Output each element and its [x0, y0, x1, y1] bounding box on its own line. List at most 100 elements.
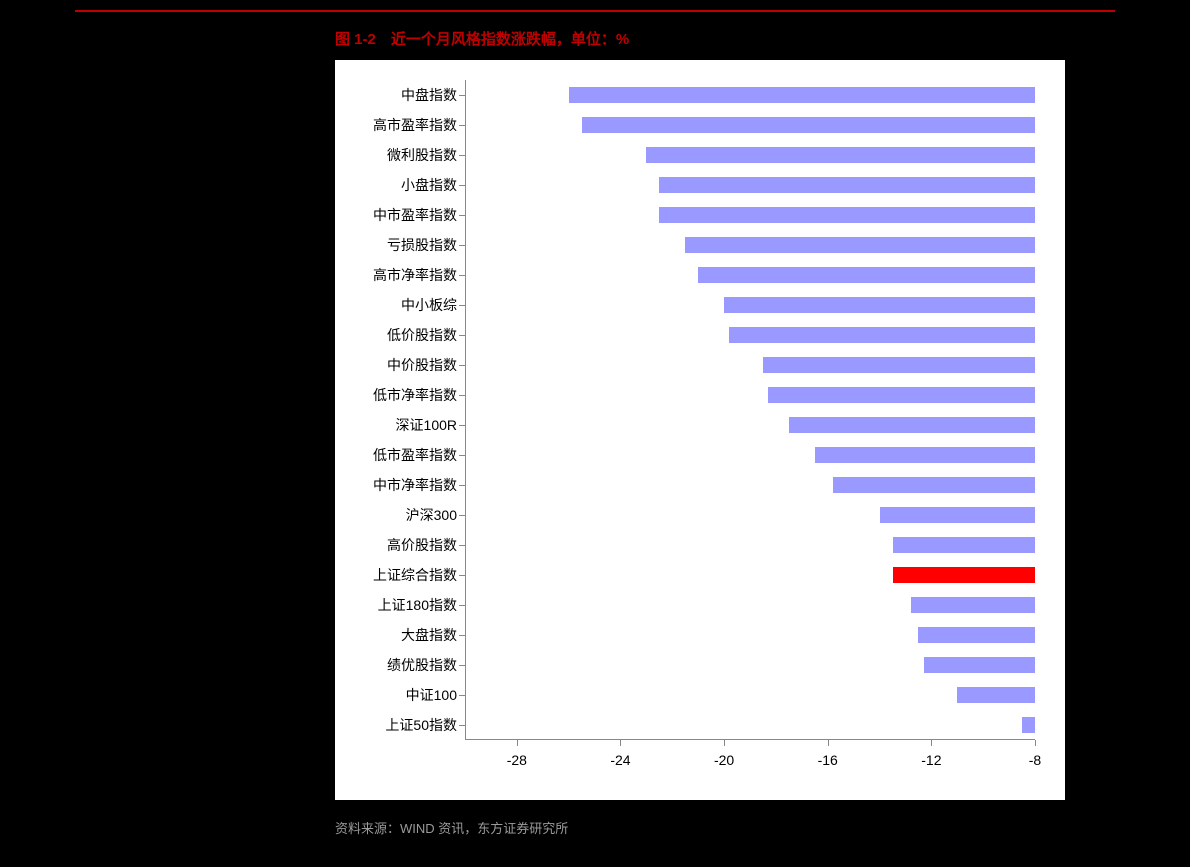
x-tick — [517, 740, 518, 746]
y-tick — [459, 725, 465, 726]
bar-row: 沪深300 — [465, 500, 1035, 530]
x-tick — [724, 740, 725, 746]
y-tick — [459, 605, 465, 606]
x-tick-label: -24 — [610, 752, 630, 768]
bar — [729, 327, 1035, 343]
category-label: 绩优股指数 — [327, 650, 457, 680]
x-tick — [620, 740, 621, 746]
bar — [646, 147, 1035, 163]
bar-row: 中小板综 — [465, 290, 1035, 320]
x-tick-label: -12 — [921, 752, 941, 768]
bar-highlight — [893, 567, 1036, 583]
y-tick — [459, 695, 465, 696]
category-label: 沪深300 — [327, 500, 457, 530]
bar-row: 上证综合指数 — [465, 560, 1035, 590]
category-label: 大盘指数 — [327, 620, 457, 650]
category-label: 深证100R — [327, 410, 457, 440]
category-label: 中小板综 — [327, 290, 457, 320]
category-label: 低市盈率指数 — [327, 440, 457, 470]
category-label: 中市盈率指数 — [327, 200, 457, 230]
bar — [685, 237, 1035, 253]
category-label: 小盘指数 — [327, 170, 457, 200]
bar-row: 深证100R — [465, 410, 1035, 440]
y-tick — [459, 395, 465, 396]
category-label: 高市净率指数 — [327, 260, 457, 290]
bar-row: 上证180指数 — [465, 590, 1035, 620]
y-tick — [459, 635, 465, 636]
y-tick — [459, 245, 465, 246]
bar-row: 大盘指数 — [465, 620, 1035, 650]
bar-row: 高市盈率指数 — [465, 110, 1035, 140]
bar — [833, 477, 1035, 493]
category-label: 上证50指数 — [327, 710, 457, 740]
bar-row: 高市净率指数 — [465, 260, 1035, 290]
x-tick — [1035, 740, 1036, 746]
bar-row: 上证50指数 — [465, 710, 1035, 740]
y-tick — [459, 215, 465, 216]
category-label: 亏损股指数 — [327, 230, 457, 260]
plot-area: 中盘指数高市盈率指数微利股指数小盘指数中市盈率指数亏损股指数高市净率指数中小板综… — [465, 80, 1035, 740]
bar — [569, 87, 1035, 103]
bar-row: 低市盈率指数 — [465, 440, 1035, 470]
y-tick — [459, 545, 465, 546]
bar-row: 中价股指数 — [465, 350, 1035, 380]
chart-source: 资料来源：WIND 资讯，东方证券研究所 — [335, 818, 568, 837]
bar-row: 高价股指数 — [465, 530, 1035, 560]
bar — [880, 507, 1035, 523]
category-label: 低市净率指数 — [327, 380, 457, 410]
y-tick — [459, 365, 465, 366]
category-label: 中价股指数 — [327, 350, 457, 380]
bar — [763, 357, 1035, 373]
category-label: 中盘指数 — [327, 80, 457, 110]
bar-row: 微利股指数 — [465, 140, 1035, 170]
x-tick — [828, 740, 829, 746]
bar — [768, 387, 1035, 403]
x-tick-label: -16 — [818, 752, 838, 768]
bar — [924, 657, 1035, 673]
bar — [789, 417, 1035, 433]
y-tick — [459, 665, 465, 666]
bar — [698, 267, 1035, 283]
bar — [957, 687, 1035, 703]
category-label: 中市净率指数 — [327, 470, 457, 500]
x-tick-label: -8 — [1029, 752, 1041, 768]
bar — [1022, 717, 1035, 733]
bar — [918, 627, 1035, 643]
y-tick — [459, 455, 465, 456]
x-tick-label: -20 — [714, 752, 734, 768]
bar — [659, 207, 1035, 223]
category-label: 高价股指数 — [327, 530, 457, 560]
bar-row: 中市盈率指数 — [465, 200, 1035, 230]
bar — [815, 447, 1035, 463]
category-label: 中证100 — [327, 680, 457, 710]
y-tick — [459, 185, 465, 186]
y-tick — [459, 305, 465, 306]
bar-row: 亏损股指数 — [465, 230, 1035, 260]
bar-row: 小盘指数 — [465, 170, 1035, 200]
category-label: 上证180指数 — [327, 590, 457, 620]
x-tick-label: -28 — [507, 752, 527, 768]
y-tick — [459, 575, 465, 576]
bar-row: 中盘指数 — [465, 80, 1035, 110]
chart-title: 图 1-2 近一个月风格指数涨跌幅，单位：% — [335, 28, 629, 49]
y-tick — [459, 275, 465, 276]
y-tick — [459, 95, 465, 96]
category-label: 高市盈率指数 — [327, 110, 457, 140]
category-label: 上证综合指数 — [327, 560, 457, 590]
bar-row: 低价股指数 — [465, 320, 1035, 350]
category-label: 微利股指数 — [327, 140, 457, 170]
y-tick — [459, 515, 465, 516]
x-tick — [931, 740, 932, 746]
top-rule — [75, 10, 1115, 12]
bar-row: 中证100 — [465, 680, 1035, 710]
bar-row: 绩优股指数 — [465, 650, 1035, 680]
y-tick — [459, 335, 465, 336]
bar-row: 低市净率指数 — [465, 380, 1035, 410]
y-tick — [459, 425, 465, 426]
bar — [724, 297, 1035, 313]
bar — [582, 117, 1035, 133]
y-tick — [459, 485, 465, 486]
chart-container: 中盘指数高市盈率指数微利股指数小盘指数中市盈率指数亏损股指数高市净率指数中小板综… — [335, 60, 1065, 800]
category-label: 低价股指数 — [327, 320, 457, 350]
bar — [911, 597, 1035, 613]
